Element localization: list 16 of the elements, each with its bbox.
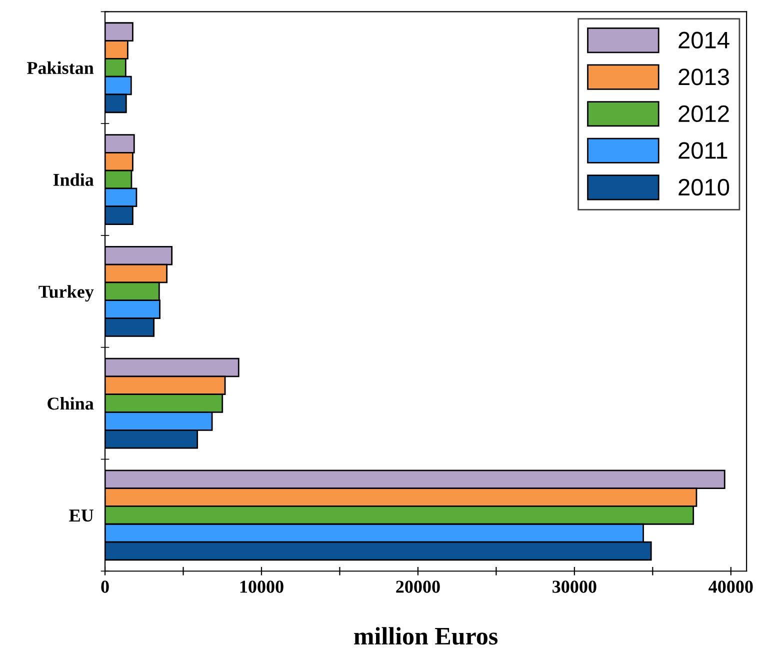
y-tick-label: Turkey (38, 285, 94, 302)
x-tick-label: 30000 (552, 580, 596, 593)
legend-label: 2013 (678, 68, 729, 86)
legend-label: 2014 (678, 32, 730, 49)
y-tick-label: EU (69, 510, 94, 522)
legend-label: 2010 (678, 178, 730, 196)
x-tick-label: 40000 (708, 580, 753, 593)
legend-label: 2012 (678, 105, 729, 122)
x-tick-label: 20000 (396, 580, 440, 593)
legend-label: 2011 (678, 142, 728, 159)
x-axis-title: million Euros (354, 627, 498, 645)
y-tick-label: China (48, 397, 94, 410)
x-tick-label: 0 (101, 580, 109, 593)
y-tick-label: India (53, 173, 94, 186)
y-tick-label: Pakistan (26, 61, 94, 74)
x-tick-label: 10000 (240, 580, 284, 593)
